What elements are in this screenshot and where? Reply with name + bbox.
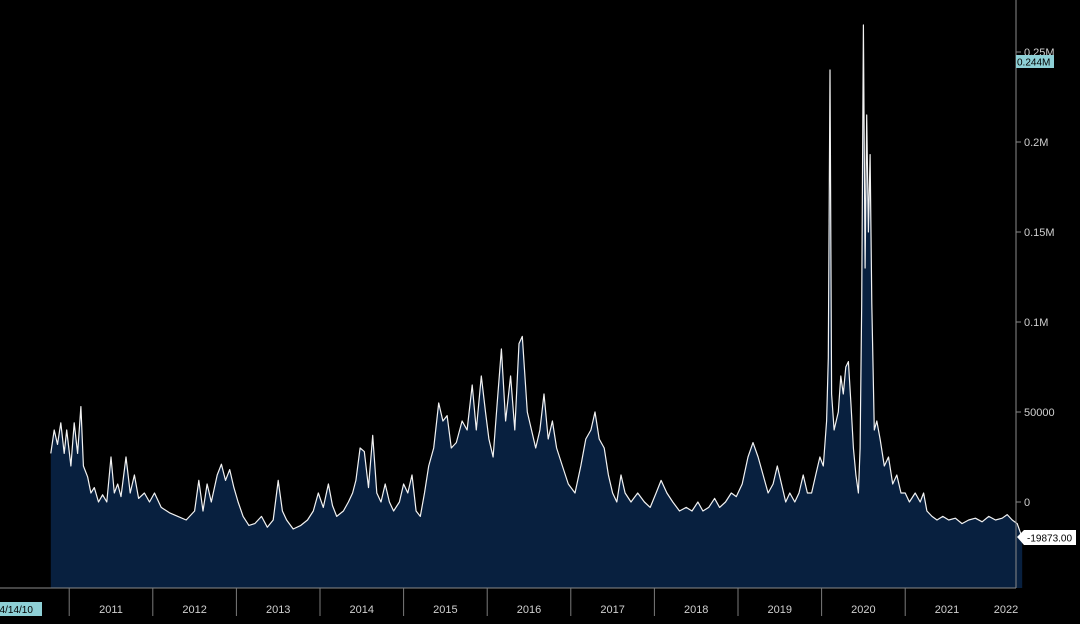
- last-value-tag: -19873.00: [1017, 530, 1076, 545]
- x-tick-label-2019: 2019: [768, 604, 792, 616]
- y-axis-ticks: [1016, 51, 1021, 503]
- y-tick-label-5: 0: [1024, 497, 1030, 509]
- x-tick-label-2022: 2022: [994, 604, 1018, 616]
- last-value-label: -19873.00: [1027, 534, 1072, 545]
- x-tick-label-2011: 2011: [99, 604, 123, 616]
- start-date-tag-box: [0, 602, 42, 616]
- y-tick-label-4: 50000: [1024, 407, 1055, 419]
- y-tick-label-2: 0.15M: [1024, 227, 1055, 239]
- x-axis-ticks: [68, 588, 906, 616]
- plot-area: [50, 24, 1023, 588]
- start-date-label: 04/14/10: [0, 605, 33, 616]
- x-tick-label-2017: 2017: [600, 604, 624, 616]
- x-tick-label-2012: 2012: [182, 604, 206, 616]
- max-value-tag: 0.244M: [1016, 55, 1054, 69]
- series-line: [50, 24, 1023, 538]
- x-axis-labels: 2011 2012 2013 2014 2015 2016 2017 2018 2019 2020…: [99, 604, 1018, 616]
- max-value-tag-box: [1016, 55, 1054, 68]
- x-tick-label-2013: 2013: [266, 604, 290, 616]
- x-tick-label-2018: 2018: [684, 604, 708, 616]
- x-tick-label-2016: 2016: [517, 604, 541, 616]
- last-value-tag-box: [1017, 530, 1076, 545]
- max-value-label: 0.244M: [1017, 58, 1050, 69]
- start-date-tag: 04/14/10: [0, 602, 42, 616]
- x-tick-label-2014: 2014: [350, 604, 374, 616]
- x-axis: 2011 2012 2013 2014 2015 2016 2017 2018 2019 2020…: [0, 587, 1018, 616]
- y-tick-label-1: 0.2M: [1024, 137, 1048, 149]
- series-area-fill: [50, 25, 1023, 588]
- x-tick-label-2020: 2020: [851, 604, 875, 616]
- x-tick-label-2021: 2021: [935, 604, 959, 616]
- y-tick-label-3: 0.1M: [1024, 317, 1048, 329]
- x-tick-label-2015: 2015: [433, 604, 457, 616]
